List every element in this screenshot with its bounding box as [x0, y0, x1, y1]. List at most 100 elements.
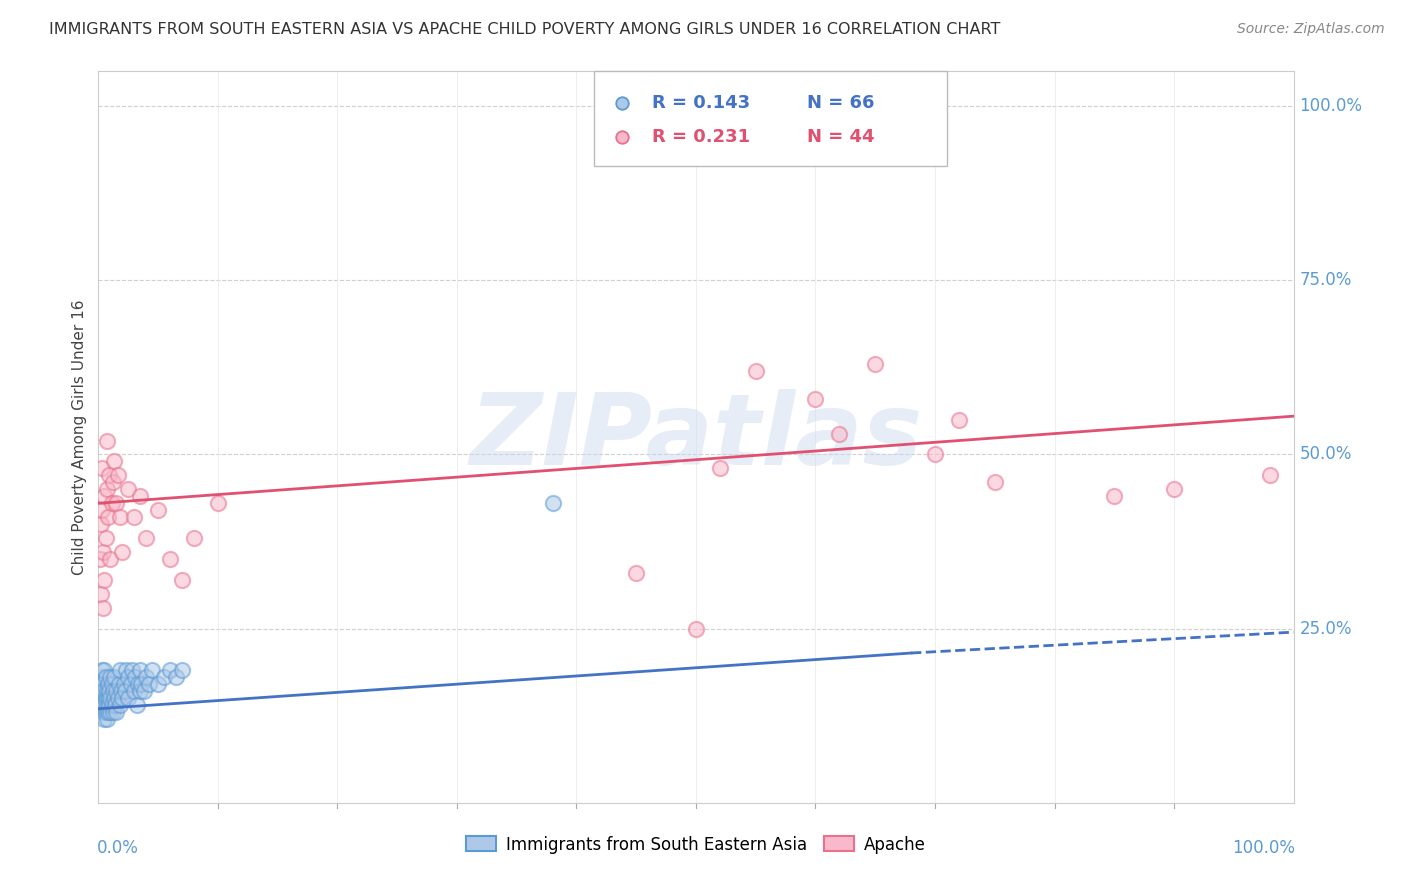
Text: 100.0%: 100.0%: [1232, 839, 1295, 857]
Point: [948, 412, 970, 426]
Text: R = 0.231: R = 0.231: [652, 128, 749, 146]
Point: [105, 684, 128, 698]
Point: [98, 705, 122, 719]
Point: [159, 664, 181, 678]
Point: [96, 684, 118, 698]
Point: [97, 691, 120, 706]
Point: [91, 503, 114, 517]
Point: [94, 691, 117, 706]
Point: [91, 461, 114, 475]
Point: [105, 496, 128, 510]
Point: [141, 664, 163, 678]
Point: [129, 664, 152, 678]
Point: [626, 566, 648, 580]
Point: [93, 684, 115, 698]
Point: [97, 705, 120, 719]
Point: [91, 691, 114, 706]
Text: IMMIGRANTS FROM SOUTH EASTERN ASIA VS APACHE CHILD POVERTY AMONG GIRLS UNDER 16 : IMMIGRANTS FROM SOUTH EASTERN ASIA VS AP…: [49, 22, 1001, 37]
Point: [117, 691, 139, 706]
FancyBboxPatch shape: [595, 71, 948, 167]
Point: [97, 510, 120, 524]
Point: [89, 552, 111, 566]
Text: 25.0%: 25.0%: [1299, 620, 1353, 638]
Point: [91, 705, 114, 719]
Point: [103, 454, 125, 468]
Point: [125, 698, 148, 713]
Point: [93, 698, 115, 713]
Point: [159, 552, 181, 566]
Point: [135, 670, 157, 684]
Point: [93, 712, 115, 726]
Point: [90, 587, 112, 601]
Point: [96, 698, 118, 713]
Point: [98, 691, 122, 706]
Point: [110, 684, 132, 698]
Point: [98, 698, 121, 713]
Point: [91, 664, 114, 678]
Point: [98, 670, 122, 684]
Text: R = 0.143: R = 0.143: [652, 94, 749, 112]
Point: [127, 677, 149, 691]
Point: [112, 677, 135, 691]
Point: [97, 677, 120, 691]
Point: [828, 426, 851, 441]
Point: [117, 483, 139, 497]
Point: [108, 698, 131, 713]
Point: [103, 670, 125, 684]
Point: [148, 503, 170, 517]
Point: [101, 705, 124, 719]
Point: [91, 600, 114, 615]
Point: [94, 705, 117, 719]
Point: [93, 489, 115, 503]
Point: [93, 664, 115, 678]
Point: [138, 677, 160, 691]
Point: [105, 705, 128, 719]
Point: [96, 483, 118, 497]
Point: [103, 691, 125, 706]
Point: [172, 573, 194, 587]
Text: N = 44: N = 44: [807, 128, 875, 146]
Point: [107, 677, 129, 691]
Point: [131, 677, 153, 691]
Point: [89, 677, 111, 691]
Point: [111, 691, 134, 706]
Point: [124, 670, 146, 684]
Point: [96, 712, 118, 726]
Point: [115, 664, 138, 678]
Point: [98, 684, 121, 698]
Point: [135, 531, 157, 545]
Point: [98, 468, 121, 483]
Point: [117, 670, 139, 684]
Point: [709, 461, 731, 475]
Point: [984, 475, 1007, 490]
Point: [90, 670, 112, 684]
Text: 0.0%: 0.0%: [97, 839, 139, 857]
Text: ZIPatlas: ZIPatlas: [470, 389, 922, 485]
Point: [207, 496, 229, 510]
Text: 50.0%: 50.0%: [1299, 445, 1353, 464]
Point: [90, 684, 112, 698]
Point: [1104, 489, 1126, 503]
Text: Source: ZipAtlas.com: Source: ZipAtlas.com: [1237, 22, 1385, 37]
Point: [165, 670, 187, 684]
Point: [91, 684, 114, 698]
Point: [101, 684, 124, 698]
Point: [804, 392, 827, 406]
Y-axis label: Child Poverty Among Girls Under 16: Child Poverty Among Girls Under 16: [72, 300, 87, 574]
Point: [91, 545, 114, 559]
Text: 100.0%: 100.0%: [1299, 97, 1362, 115]
Point: [129, 684, 152, 698]
Point: [132, 684, 155, 698]
Point: [685, 622, 707, 636]
Point: [153, 670, 176, 684]
Point: [114, 684, 136, 698]
Point: [101, 475, 124, 490]
Legend: Immigrants from South Eastern Asia, Apache: Immigrants from South Eastern Asia, Apac…: [460, 829, 932, 860]
Point: [541, 496, 564, 510]
Point: [183, 531, 205, 545]
Point: [865, 357, 887, 371]
Point: [924, 448, 946, 462]
Point: [148, 677, 170, 691]
Point: [90, 517, 112, 532]
Point: [91, 698, 114, 713]
